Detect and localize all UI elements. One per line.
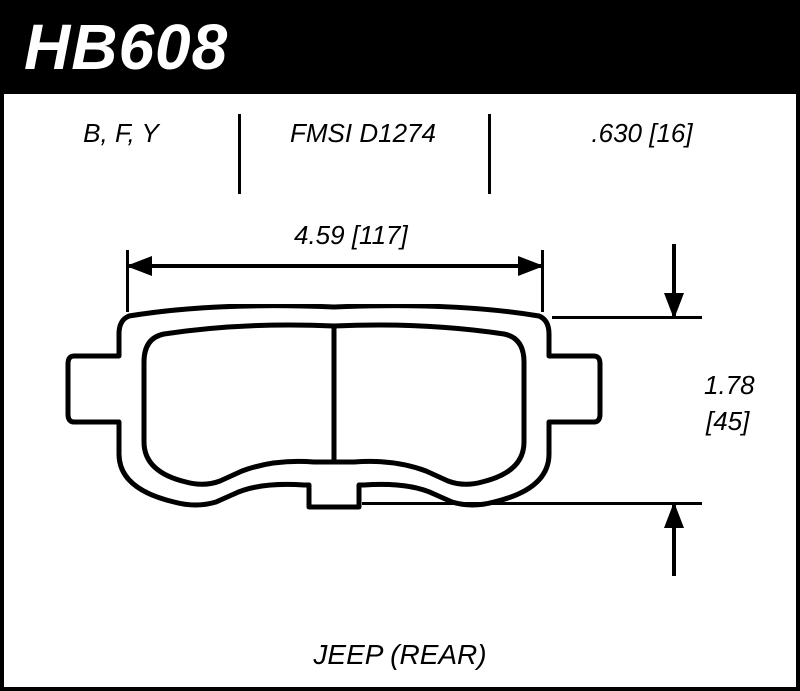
dim-line — [672, 244, 676, 316]
part-number-header: HB608 — [4, 4, 796, 94]
height-dimension-label-in: 1.78 — [704, 370, 755, 401]
spec-compounds: B, F, Y — [4, 118, 238, 204]
dim-line — [126, 264, 544, 268]
application-label: JEEP (REAR) — [4, 639, 796, 671]
brake-pad-drawing: 4.59 [117] 1.78 [45] — [4, 204, 800, 624]
height-dimension-label-mm: [45] — [706, 406, 749, 437]
brake-pad-outline — [64, 304, 604, 524]
dim-extension — [362, 502, 702, 505]
spec-row: B, F, Y FMSI D1274 .630 [16] — [4, 94, 796, 204]
spec-thickness: .630 [16] — [488, 118, 796, 204]
spec-fmsi: FMSI D1274 — [238, 118, 488, 204]
arrow-right-icon — [518, 256, 544, 276]
diagram-container: HB608 B, F, Y FMSI D1274 .630 [16] 4.59 … — [0, 0, 800, 691]
arrow-up-icon — [664, 502, 684, 528]
width-dimension-label: 4.59 [117] — [294, 220, 408, 251]
